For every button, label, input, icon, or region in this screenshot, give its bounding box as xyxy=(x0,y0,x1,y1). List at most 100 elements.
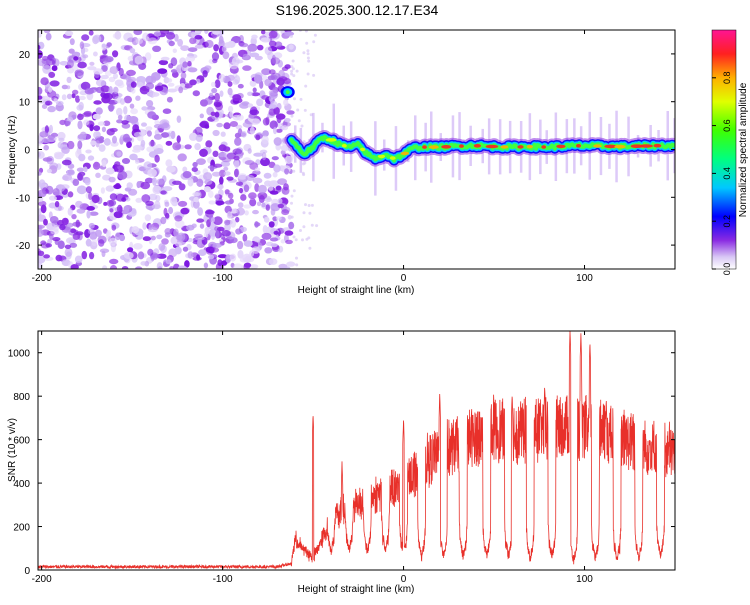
noise-cell xyxy=(133,243,143,250)
noise-cell xyxy=(133,30,143,36)
noise-cell xyxy=(130,108,139,115)
noise-cell xyxy=(79,41,85,50)
noise-cell xyxy=(95,172,101,178)
snr-y-ticks: 0 200 400 600 800 1000 xyxy=(8,349,675,577)
noise-cell xyxy=(106,42,112,47)
noise-cell xyxy=(85,149,92,154)
noise-cell xyxy=(204,179,213,186)
noise-cell xyxy=(45,243,52,248)
noise-cell xyxy=(306,72,310,76)
noise-cell xyxy=(59,119,66,126)
noise-cell xyxy=(116,151,122,157)
noise-cell xyxy=(64,30,74,36)
noise-cell xyxy=(204,226,210,235)
snr-x-tick-label: -200 xyxy=(32,574,52,585)
noise-cell xyxy=(109,237,117,246)
noise-cell xyxy=(306,56,310,60)
noise-cell xyxy=(265,204,270,211)
noise-cell xyxy=(284,31,295,37)
ridge-hotspot xyxy=(400,151,410,156)
noise-cell xyxy=(273,230,279,235)
noise-cell xyxy=(61,217,69,226)
noise-cell xyxy=(214,193,220,201)
noise-cell xyxy=(228,105,234,113)
noise-cell xyxy=(167,88,178,93)
noise-cell xyxy=(160,216,167,225)
noise-cell xyxy=(142,222,147,230)
noise-cell xyxy=(229,253,237,262)
noise-cell xyxy=(93,51,98,57)
noise-cell xyxy=(172,48,177,54)
noise-cell xyxy=(290,114,294,118)
noise-cell xyxy=(275,113,286,120)
noise-cell xyxy=(218,35,224,44)
noise-cell xyxy=(67,191,74,198)
noise-cell xyxy=(199,148,208,157)
noise-cell xyxy=(251,92,260,97)
noise-cell xyxy=(300,124,304,128)
spectrogram-noise xyxy=(38,30,319,269)
noise-cell xyxy=(304,30,308,33)
noise-cell xyxy=(83,166,88,173)
noise-cell xyxy=(76,208,86,214)
noise-cell xyxy=(49,216,59,224)
noise-cell xyxy=(221,158,232,163)
noise-cell xyxy=(249,80,257,87)
noise-cell xyxy=(284,230,294,236)
noise-cell xyxy=(66,93,73,100)
noise-cell xyxy=(87,66,97,71)
noise-cell xyxy=(126,140,132,149)
noise-cell xyxy=(128,188,138,196)
noise-cell xyxy=(109,193,118,201)
noise-cell xyxy=(187,47,198,52)
noise-cell xyxy=(221,45,227,53)
noise-cell xyxy=(48,86,53,93)
noise-cell xyxy=(261,151,267,161)
noise-cell xyxy=(114,79,124,87)
noise-cell xyxy=(77,120,83,130)
noise-cell xyxy=(192,90,200,97)
noise-cell xyxy=(75,200,83,208)
noise-cell xyxy=(46,168,53,174)
noise-cell xyxy=(43,218,48,226)
noise-cell xyxy=(151,204,161,210)
noise-cell xyxy=(249,198,257,207)
noise-cell xyxy=(90,140,97,146)
spectral-blob-center xyxy=(285,90,290,95)
noise-cell xyxy=(233,155,240,161)
colorbar: 0.0 0.2 0.4 0.6 0.8 Normalized spectral ampl… xyxy=(711,29,749,275)
noise-cell xyxy=(195,134,203,142)
noise-cell xyxy=(187,67,198,73)
noise-cell xyxy=(284,118,291,123)
noise-cell xyxy=(109,208,114,213)
noise-cell xyxy=(80,81,91,90)
spectrogram-y-tick-label: 20 xyxy=(19,50,31,61)
noise-cell xyxy=(244,160,255,166)
noise-cell xyxy=(161,238,169,245)
ridge-hotspot xyxy=(473,144,481,148)
noise-cell xyxy=(60,184,70,190)
noise-cell xyxy=(247,103,254,108)
noise-cell xyxy=(203,262,209,269)
noise-cell xyxy=(176,115,182,123)
noise-cell xyxy=(42,157,53,162)
spectrogram-y-ticks: -20 -10 0 10 20 xyxy=(16,50,675,252)
noise-cell xyxy=(84,178,91,186)
snr-x-tick-label: 0 xyxy=(401,574,407,585)
noise-cell xyxy=(45,33,51,41)
noise-cell xyxy=(299,97,303,101)
noise-cell xyxy=(110,243,116,253)
noise-cell xyxy=(112,135,117,144)
noise-cell xyxy=(100,187,105,194)
noise-cell xyxy=(302,211,306,215)
noise-cell xyxy=(247,148,252,154)
noise-cell xyxy=(182,166,188,173)
ridge-hotspot xyxy=(653,143,662,148)
noise-cell xyxy=(87,228,95,235)
noise-cell xyxy=(170,196,178,205)
noise-cell xyxy=(221,230,231,237)
noise-cell xyxy=(173,228,179,237)
noise-cell xyxy=(248,192,257,200)
noise-cell xyxy=(77,113,84,121)
